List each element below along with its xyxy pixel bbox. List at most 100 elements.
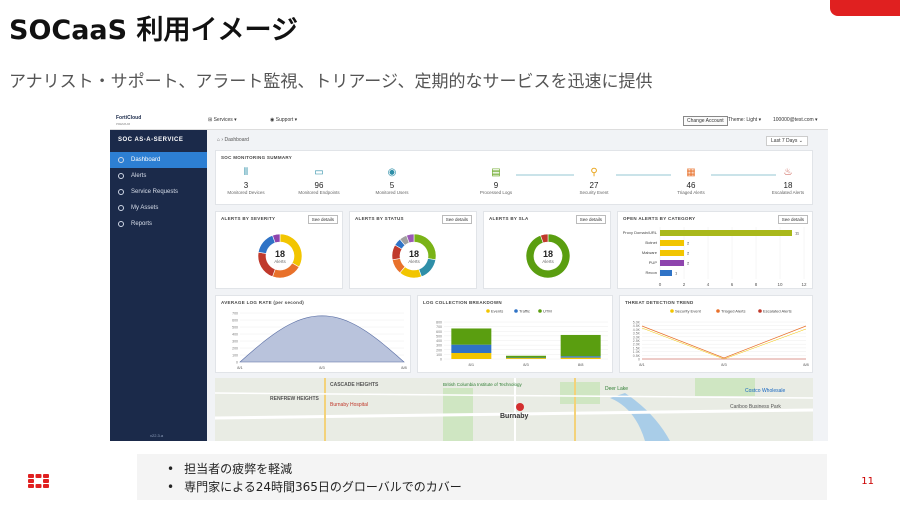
donut-slice <box>418 258 437 278</box>
sidebar-item-label: Alerts <box>131 173 147 179</box>
x-tick-label: 6 <box>731 282 734 287</box>
x-tick-label: 8/1 <box>639 362 645 367</box>
support-menu[interactable]: ◉ Support ▾ <box>270 117 298 123</box>
legend-label: UTM <box>543 309 552 314</box>
lograte-card: AVERAGE LOG RATE (per second) 0 100 200 300… <box>215 295 411 373</box>
legend-marker <box>716 309 720 313</box>
y-tick-label: 100 <box>232 354 238 358</box>
bar-value-label: 11 <box>795 231 800 236</box>
x-tick-label: 10 <box>777 282 783 287</box>
legend-label: Triaged Alerts <box>721 309 746 314</box>
threat-card: THREAT DETECTION TREND 0 0.5K 1.0K 1.5K 2.0K… <box>619 295 813 373</box>
user-menu[interactable]: 100000@test.com ▾ <box>773 117 818 123</box>
line-series <box>641 327 807 360</box>
top-bar: FortiCloud PREMIUM ⊞ Services ▾ ◉ Support… <box>110 112 828 130</box>
logo-block <box>28 484 34 488</box>
donut-center-label: Alerts <box>542 259 554 264</box>
sla-title: ALERTS BY SLA <box>489 216 529 221</box>
legend-label: Escalated Alerts <box>763 309 792 314</box>
y-tick-label: 0.5K <box>633 354 641 358</box>
category-bar <box>660 240 684 246</box>
summary-value: 96 <box>314 181 324 190</box>
summary-security-event[interactable]: ⚲ 27 Security Event <box>564 167 624 195</box>
summary-monitored-endpoints[interactable]: ▭ 96 Monitored Endpoints <box>289 167 349 195</box>
stacked-bar-segment <box>560 357 601 359</box>
severity-see-details-button[interactable]: See details <box>307 215 338 224</box>
sla-see-details-button[interactable]: See details <box>575 215 606 224</box>
breadcrumb[interactable]: ⌂ › Dashboard <box>217 137 249 143</box>
fortinet-logo <box>28 474 49 488</box>
logs-icon: ▤ <box>491 167 501 178</box>
slide-subtitle: アナリスト・サポート、アラート監視、トリアージ、定期的なサービスを迅速に提供 <box>9 72 653 92</box>
logo-block <box>35 484 42 488</box>
bar-value-label: 2 <box>687 241 690 246</box>
x-tick-label: 0 <box>659 282 662 287</box>
summary-processed-logs[interactable]: ▤ 9 Processed Logs <box>466 167 526 195</box>
dashboard-icon <box>118 157 124 163</box>
y-tick-label: 100 <box>436 353 442 357</box>
dashboard-main: ⌂ › Dashboard Last 7 Days ⌄ SOC MONITORI… <box>207 130 828 441</box>
legend-label: Security Event <box>675 309 702 314</box>
page-number: 11 <box>861 476 874 487</box>
summary-monitored-devices[interactable]: ⦀ 3 Monitored Devices <box>216 167 276 195</box>
summary-card: SOC MONITORING SUMMARY ⦀ 3 Monitored Devic… <box>215 150 813 205</box>
triage-icon: ▦ <box>686 167 696 178</box>
brand-corner-tab <box>830 0 900 16</box>
theme-select[interactable]: Theme: Light ▾ <box>728 117 762 123</box>
donut-center-label: Alerts <box>274 259 286 264</box>
sidebar: SOC AS-A-SERVICE Dashboard Alerts Servic… <box>110 130 207 441</box>
report-icon <box>118 221 124 227</box>
logo-text: FortiCloud <box>116 115 142 121</box>
bar-value-label: 2 <box>687 261 690 266</box>
summary-value: 46 <box>686 181 696 190</box>
logcollect-title: LOG COLLECTION BREAKDOWN <box>423 300 502 305</box>
devices-icon: ⦀ <box>243 167 249 178</box>
severity-card: ALERTS BY SEVERITY See details 18 Alerts <box>215 211 343 289</box>
donut-slice <box>272 262 300 279</box>
asset-map[interactable]: RENFREW HEIGHTS CASCADE HEIGHTS Burnaby … <box>215 378 813 441</box>
x-tick-label: 8/8 <box>401 365 407 370</box>
forticloud-logo[interactable]: FortiCloud PREMIUM <box>116 115 160 127</box>
sidebar-item-service-requests[interactable]: Service Requests <box>110 184 207 200</box>
x-tick-label: 8/3 <box>721 362 727 367</box>
summary-triaged-alerts[interactable]: ▦ 46 Triaged Alerts <box>661 167 721 195</box>
sidebar-item-my-assets[interactable]: My Assets <box>110 200 207 216</box>
y-tick-label: 2.0K <box>633 343 641 347</box>
category-title: OPEN ALERTS BY CATEGORY <box>623 216 696 221</box>
change-account-button[interactable]: Change Account <box>683 116 728 126</box>
map-label: CASCADE HEIGHTS <box>330 382 379 388</box>
sidebar-item-dashboard[interactable]: Dashboard <box>110 152 207 168</box>
date-range-select[interactable]: Last 7 Days ⌄ <box>766 136 808 146</box>
sidebar-item-alerts[interactable]: Alerts <box>110 168 207 184</box>
logo-block <box>43 484 49 488</box>
category-bar <box>660 260 684 266</box>
summary-escalated-alerts[interactable]: ♨ 18 Escalated Alerts <box>758 167 818 195</box>
summary-value: 3 <box>243 181 249 190</box>
map-pin-icon[interactable] <box>516 403 524 411</box>
sidebar-item-reports[interactable]: Reports <box>110 216 207 232</box>
laptop-icon: ▭ <box>314 167 324 178</box>
stacked-bar-segment <box>451 328 492 345</box>
y-tick-label: 500 <box>232 326 238 330</box>
summary-monitored-users[interactable]: ◉ 5 Monitored Users <box>362 167 422 195</box>
summary-label: Processed Logs <box>479 190 513 195</box>
donut-center-value: 18 <box>543 249 553 259</box>
map-label: Deer Lake <box>605 386 628 392</box>
donut-slice <box>272 233 281 244</box>
y-tick-label: 0 <box>440 358 442 362</box>
x-tick-label: 8/1 <box>237 365 243 370</box>
logo-block <box>28 474 34 478</box>
y-tick-label: 400 <box>436 339 442 343</box>
donut-slice <box>257 234 276 254</box>
summary-value: 9 <box>493 181 499 190</box>
category-see-details-button[interactable]: See details <box>777 215 808 224</box>
y-tick-label: 700 <box>436 325 442 329</box>
services-menu[interactable]: ⊞ Services ▾ <box>208 117 237 123</box>
x-tick-label: 8/8 <box>578 362 584 367</box>
logo-sub: PREMIUM <box>116 122 131 126</box>
services-label: Services <box>213 117 233 123</box>
status-see-details-button[interactable]: See details <box>441 215 472 224</box>
